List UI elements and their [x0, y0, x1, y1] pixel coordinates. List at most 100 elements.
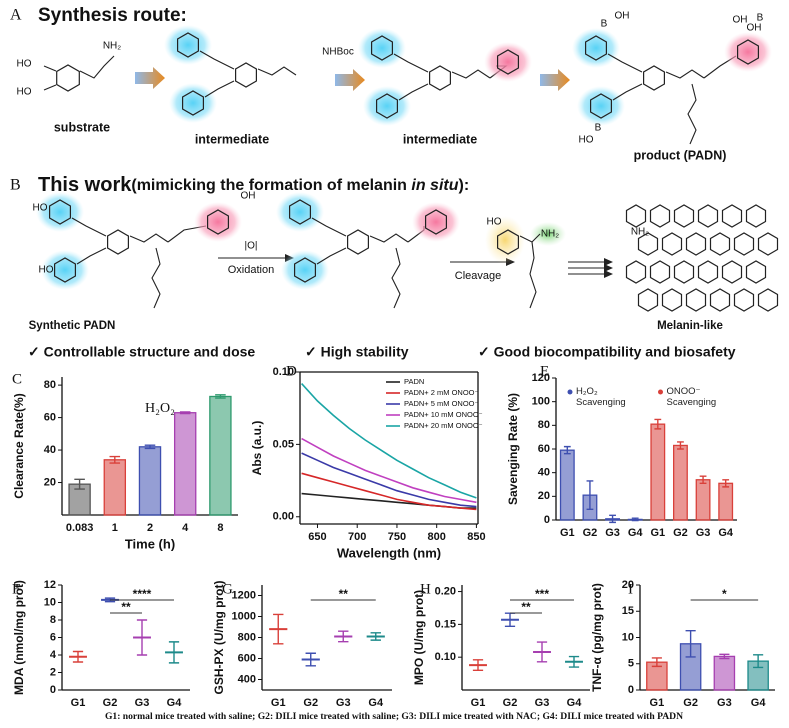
bond: [398, 83, 429, 101]
ring: [347, 229, 369, 255]
ring: [757, 288, 779, 312]
x-tick-label: G3: [135, 697, 150, 709]
x-tick-label: 800: [427, 531, 445, 543]
highlight: [485, 216, 525, 264]
bar: [173, 412, 197, 516]
line-series: [301, 437, 477, 504]
legend-swatch: [658, 389, 663, 395]
error-bar: [722, 479, 730, 488]
error-bar: [168, 641, 180, 664]
atom-label: HO: [487, 217, 502, 228]
y-tick-label: 4: [50, 649, 57, 661]
error-bar: [563, 445, 571, 455]
x-tick-label: 4: [182, 522, 189, 534]
x-tick-label: 850: [467, 531, 485, 543]
bond: [393, 53, 429, 73]
error-bar: [586, 480, 594, 511]
y-tick-label: 20: [44, 476, 56, 488]
bar: [713, 655, 736, 691]
x-tick-label: 650: [308, 531, 326, 543]
x-axis-label: Time (h): [125, 536, 175, 551]
error-bar: [273, 613, 284, 645]
ring: [697, 204, 719, 228]
x-tick-label: G1: [71, 697, 86, 709]
highlight: [412, 202, 460, 242]
legend-entry: H₂O₂ Scavenging: [576, 386, 626, 408]
atom-label: OH: [615, 11, 630, 22]
ring: [661, 232, 683, 256]
error-bar: [631, 517, 639, 522]
error-bar: [136, 619, 148, 656]
error-bar: [536, 641, 548, 663]
ring: [721, 260, 743, 284]
x-tick-label: G2: [503, 697, 518, 709]
x-axis-label: Wavelength (nm): [337, 545, 441, 560]
panel-letter: B: [10, 177, 21, 194]
error-bar: [144, 444, 156, 450]
ring: [497, 229, 520, 255]
error-bar: [654, 418, 662, 430]
y-axis-label: Savenging Rate (%): [506, 393, 520, 505]
bond: [451, 69, 491, 79]
legend-label: PADN+ 10 mM ONOO⁻: [404, 410, 483, 419]
panel-letter: A: [10, 7, 22, 24]
ring: [673, 260, 695, 284]
ring: [53, 257, 77, 283]
x-tick-label: G4: [368, 697, 384, 709]
atom-label: OH: [241, 191, 256, 202]
atom-label: B: [757, 13, 764, 24]
x-tick-label: G1: [271, 697, 286, 709]
highlight: [363, 86, 411, 126]
bond: [391, 247, 401, 309]
highlight: [194, 202, 242, 242]
ring: [376, 93, 398, 119]
error-bar: [215, 394, 226, 399]
atom-label: OH: [747, 23, 762, 34]
atom-label: HO: [17, 87, 32, 98]
bond: [687, 83, 697, 145]
chart: F 0 2 4 6 8 10 12 G1 G2 G3 G4 MDA (nmol/mg prot) ****…: [12, 579, 190, 709]
ring: [207, 209, 229, 235]
title-part: ):: [459, 177, 470, 194]
compound-label: product (PADN): [634, 148, 727, 162]
ring: [649, 204, 671, 228]
bar: [138, 446, 162, 516]
error-bar: [568, 655, 580, 668]
error-bar: [370, 632, 381, 641]
x-tick-label: G3: [535, 697, 550, 709]
ring: [294, 257, 316, 283]
error-bar: [609, 514, 616, 524]
error-bar: [699, 475, 707, 485]
compound-label: intermediate: [403, 132, 477, 146]
arrow-head: [604, 264, 613, 272]
feature: ✓ Good biocompatibility and biosafety: [478, 344, 736, 360]
x-tick-label: G4: [718, 527, 734, 539]
x-tick-label: G4: [751, 697, 767, 709]
feature: ✓ High stability: [305, 344, 409, 360]
ring: [289, 199, 311, 225]
y-axis-label: MDA (nmol/mg prot): [12, 580, 26, 695]
step-label: Cleavage: [455, 270, 501, 282]
bar: [650, 423, 666, 521]
ring: [697, 260, 719, 284]
ring: [429, 65, 451, 91]
highlight: [36, 192, 84, 232]
ring: [685, 288, 707, 312]
reaction-arrow: [335, 69, 365, 91]
atom-label: NH₂: [103, 41, 121, 52]
ring: [637, 232, 659, 256]
ring: [757, 232, 779, 256]
highlight: [164, 25, 212, 65]
atom-label: NH₂: [631, 227, 649, 238]
schemes: A Synthesis route:HOHONH₂NHBocBOHHOBOHBOH…: [10, 5, 779, 360]
ring: [733, 288, 755, 312]
y-tick-label: 600: [238, 652, 256, 664]
chart: D 0.00 0.05 0.10 650 700 750 800 850 Wavelength (…: [250, 363, 485, 560]
panel-letter: I: [628, 581, 633, 597]
highlight: [572, 28, 620, 68]
y-tick-label: 0.00: [273, 511, 294, 523]
chart: G 400 600 800 1000 1200 G1 G2 G3 G4 GSH-PX (U/mg p…: [212, 581, 392, 709]
bond: [311, 217, 347, 237]
highlight: [276, 192, 324, 232]
bond: [369, 233, 409, 243]
